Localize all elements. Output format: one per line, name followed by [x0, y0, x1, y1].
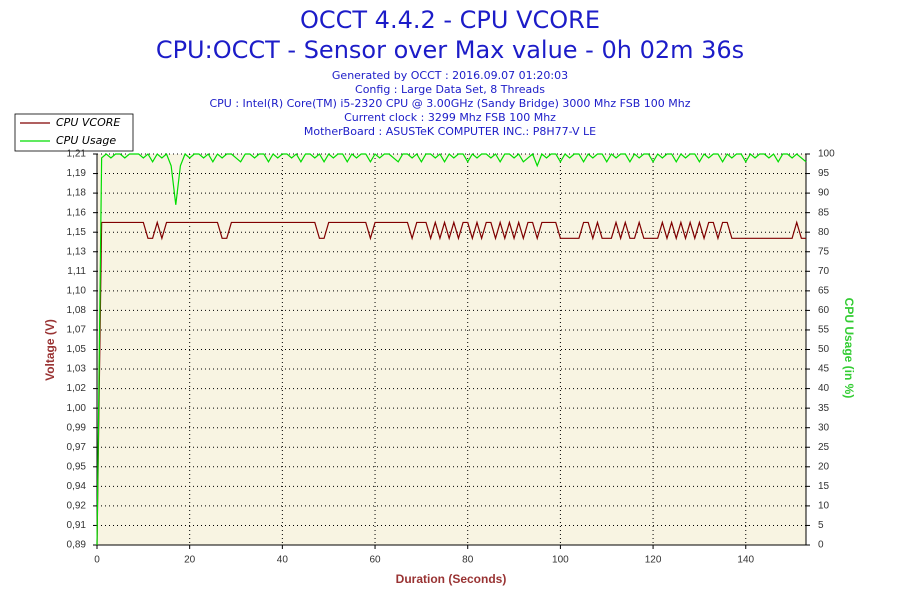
y2-tick-label: 100: [818, 149, 835, 160]
y2-tick-label: 90: [818, 188, 830, 199]
legend-label: CPU VCORE: [56, 116, 120, 129]
y-tick-label: 1,07: [67, 325, 87, 336]
x-tick-label: 40: [277, 555, 289, 566]
y-tick-label: 1,19: [67, 168, 87, 179]
y2-tick-label: 40: [818, 383, 830, 394]
y-tick-label: 1,21: [67, 149, 87, 160]
info-line: MotherBoard : ASUSTeK COMPUTER INC.: P8H…: [304, 125, 596, 138]
legend: [14, 113, 134, 152]
y2-tick-label: 0: [818, 540, 824, 551]
y-tick-label: 1,11: [67, 266, 86, 277]
x-tick-label: 60: [369, 555, 381, 566]
y-tick-label: 0,89: [67, 540, 87, 551]
x-tick-label: 100: [552, 555, 569, 566]
y2-tick-label: 85: [818, 207, 830, 218]
y2-tick-label: 60: [818, 305, 830, 316]
y-tick-label: 1,05: [67, 344, 87, 355]
y-tick-label: 1,02: [67, 383, 87, 394]
y2-tick-label: 50: [818, 344, 830, 355]
y-tick-label: 1,00: [67, 403, 87, 414]
y-tick-label: 0,91: [67, 520, 87, 531]
y-tick-label: 1,08: [67, 305, 87, 316]
y2-tick-label: 35: [818, 403, 830, 414]
chart-title: OCCT 4.4.2 - CPU VCORE: [300, 6, 600, 34]
info-line: CPU : Intel(R) Core(TM) i5-2320 CPU @ 3.…: [209, 97, 690, 110]
y-tick-label: 0,92: [67, 501, 87, 512]
y-tick-label: 1,15: [67, 227, 87, 238]
y-tick-label: 0,95: [67, 461, 87, 472]
x-tick-label: 120: [645, 555, 662, 566]
y-tick-label: 1,16: [67, 207, 87, 218]
y-tick-label: 1,18: [67, 188, 87, 199]
y-tick-label: 1,03: [67, 364, 87, 375]
series-line: [96, 153, 807, 546]
y2-tick-label: 5: [818, 520, 824, 531]
y2-axis-label: CPU Usage (in %): [842, 298, 856, 399]
x-tick-label: 0: [94, 555, 100, 566]
y2-tick-label: 20: [818, 461, 830, 472]
y-tick-label: 0,99: [67, 422, 87, 433]
x-tick-label: 20: [184, 555, 196, 566]
y-tick-label: 1,13: [67, 246, 87, 257]
y2-tick-label: 10: [818, 501, 830, 512]
y-tick-label: 0,94: [67, 481, 87, 492]
plot-area: [97, 154, 806, 545]
y2-tick-label: 95: [818, 168, 830, 179]
series-line: [96, 220, 806, 546]
y-tick-label: 1,10: [67, 285, 87, 296]
info-line: Generated by OCCT : 2016.09.07 01:20:03: [332, 69, 568, 82]
y2-tick-label: 30: [818, 422, 830, 433]
y2-tick-label: 25: [818, 442, 830, 453]
chart-subtitle: CPU:OCCT - Sensor over Max value - 0h 02…: [156, 36, 744, 64]
info-line: Current clock : 3299 Mhz FSB 100 Mhz: [344, 111, 556, 124]
y-axis-label: Voltage (V): [43, 319, 57, 381]
y2-tick-label: 45: [818, 364, 830, 375]
info-line: Config : Large Data Set, 8 Threads: [355, 83, 545, 96]
y2-tick-label: 75: [818, 246, 830, 257]
x-tick-label: 80: [462, 555, 474, 566]
x-tick-label: 140: [737, 555, 754, 566]
y2-tick-label: 15: [818, 481, 830, 492]
x-axis-label: Duration (Seconds): [396, 572, 507, 586]
y2-tick-label: 55: [818, 325, 830, 336]
legend-label: CPU Usage: [56, 134, 116, 147]
y2-tick-label: 70: [818, 266, 830, 277]
y2-tick-label: 80: [818, 227, 830, 238]
y2-tick-label: 65: [818, 285, 830, 296]
y-tick-label: 0,97: [67, 442, 87, 453]
